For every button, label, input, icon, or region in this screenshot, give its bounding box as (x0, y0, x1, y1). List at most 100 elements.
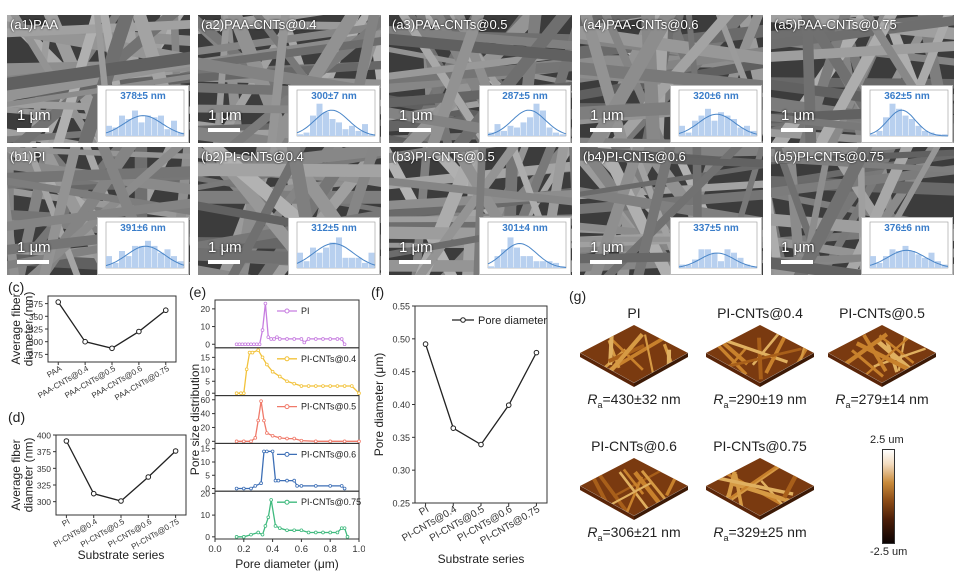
histogram-bar (889, 249, 896, 268)
data-point (278, 337, 282, 341)
gaussian-fit-curve (487, 109, 567, 136)
sem-panel-label: (a1)PAA (10, 17, 59, 32)
data-point (275, 335, 279, 339)
data-point (260, 328, 265, 332)
data-point (256, 348, 260, 352)
data-point (266, 515, 271, 520)
data-point (292, 381, 296, 386)
scale-bar-label: 1 μm (17, 239, 51, 256)
plot-frame (414, 305, 548, 504)
histogram-bar (685, 132, 692, 136)
colorbar: 2.5 um -2.5 um (870, 434, 930, 564)
histogram-bar (711, 252, 718, 268)
mean-diameter-label: 312±5 nm (311, 223, 357, 234)
data-point (256, 530, 260, 535)
sem-image: (a2)PAA-CNTs@0.4 1 μm 300±7 nm (198, 15, 381, 143)
afm-surface-wrapper (574, 454, 694, 524)
y-axis-label: diameter (nm) (22, 438, 36, 513)
legend-label: PI-CNTs@0.6 (301, 449, 356, 459)
scale-bar (781, 260, 813, 264)
x-tick-label: PI (60, 517, 71, 529)
data-point (239, 391, 243, 396)
afm-surface-wrapper (822, 321, 942, 391)
histogram-bar (310, 247, 316, 268)
plot-frame (47, 295, 177, 363)
data-point (269, 498, 273, 502)
data-point (302, 340, 307, 345)
data-point (505, 402, 512, 408)
y-tick-label: 20 (201, 422, 211, 432)
ra-value: =290±19 nm (728, 391, 807, 407)
y-tick-label: 0 (205, 436, 210, 446)
series-line (424, 343, 538, 446)
histogram-bar (876, 262, 883, 268)
histogram-bar (362, 124, 368, 136)
data-point (244, 367, 249, 372)
histogram-bar (119, 115, 125, 136)
gaussian-fit-curve (296, 109, 376, 136)
sem-image: (a3)PAA-CNTs@0.5 1 μm 287±5 nm (389, 15, 572, 143)
data-point (259, 399, 263, 403)
sem-panel-label: (b1)PI (10, 149, 46, 164)
y-tick-label: 20 (201, 304, 211, 314)
gaussian-fit-curve (105, 115, 185, 135)
data-point (295, 484, 299, 488)
x-axis-label: Substrate series (438, 552, 525, 566)
series-line (65, 440, 177, 502)
afm-image: PI-CNTs@0.5 Ra=279±14 nm (822, 305, 942, 410)
gaussian-fit-curve (678, 252, 758, 268)
ra-subscript: a (845, 399, 851, 410)
afm-3d-surface (579, 325, 689, 387)
data-point (314, 439, 318, 444)
histogram-bar (692, 120, 698, 136)
diameter-histogram-inset: 376±6 nm (861, 217, 953, 275)
afm-surface-wrapper (700, 454, 820, 524)
histogram-bar (941, 264, 948, 268)
histogram-bar (177, 132, 184, 136)
data-point (270, 369, 275, 374)
x-tick-label: 0.0 (208, 544, 221, 555)
histogram-bar (158, 252, 164, 268)
roughness-value: Ra=279±14 nm (822, 391, 942, 410)
legend-marker (284, 356, 290, 362)
y-tick-label: 325 (37, 481, 51, 491)
y-tick-label: 375 (29, 299, 43, 309)
afm-image: PI-CNTs@0.75 Ra=329±25 nm (700, 438, 820, 543)
data-point (314, 484, 318, 488)
gaussian-fit-curve (487, 242, 567, 268)
scale-bar-label: 1 μm (590, 239, 624, 256)
histogram-bar (336, 122, 342, 136)
sem-image: (b3)PI-CNTs@0.5 1 μm 301±4 nm (389, 147, 572, 275)
y-tick-label: 0 (205, 532, 210, 542)
histogram-bar (106, 256, 112, 268)
x-axis-label: Pore diameter (μm) (235, 557, 339, 571)
scale-bar-label: 1 μm (590, 107, 624, 124)
legend-marker (460, 317, 466, 323)
scale-bar (17, 260, 49, 264)
ra-value: =279±14 nm (850, 391, 929, 407)
sem-image: (b1)PI 1 μm 391±6 nm (7, 147, 190, 275)
mean-diameter-label: 337±5 nm (693, 223, 739, 234)
diameter-histogram-inset: 391±6 nm (97, 217, 189, 275)
data-point (533, 349, 540, 356)
ra-value: =329±25 nm (728, 524, 807, 540)
histogram-bar (125, 256, 132, 268)
sem-panel-label: (b2)PI-CNTs@0.4 (201, 149, 304, 164)
histogram-bar (527, 256, 533, 268)
histogram-bar (909, 251, 915, 268)
ra-subscript: a (597, 399, 603, 410)
mean-diameter-label: 300±7 nm (311, 91, 357, 102)
data-point (342, 384, 347, 388)
data-point (265, 449, 269, 454)
mean-diameter-label: 362±5 nm (884, 91, 930, 102)
histogram-bar (883, 117, 889, 136)
histogram-bar (501, 249, 507, 268)
data-point (249, 486, 253, 491)
scale-bar (399, 260, 431, 264)
data-point (450, 425, 457, 431)
ra-symbol: R (713, 524, 724, 540)
data-point (306, 384, 311, 388)
data-point (328, 530, 333, 535)
data-point (328, 384, 333, 388)
